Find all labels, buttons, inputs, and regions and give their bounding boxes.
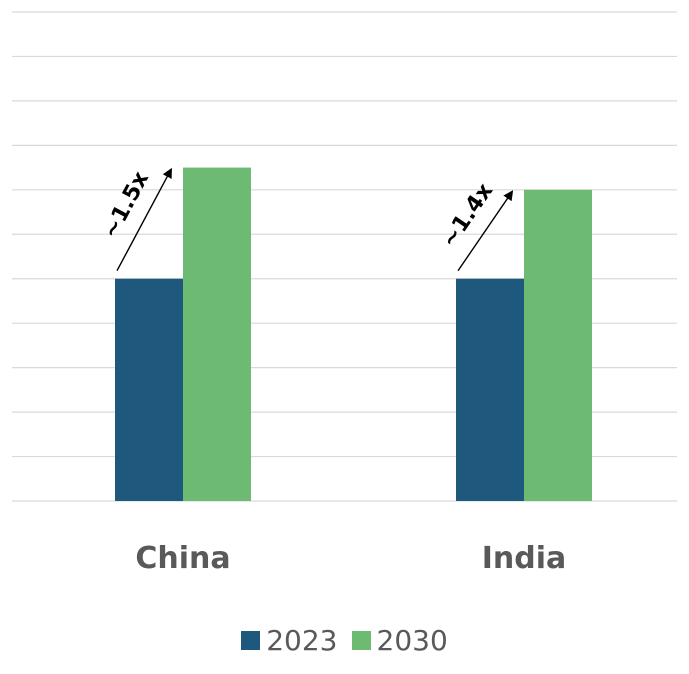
legend-item-2030: 2030 <box>351 624 448 657</box>
category-axis-labels: China India <box>135 541 566 576</box>
bars <box>115 167 592 501</box>
bar-india-2030 <box>524 189 592 501</box>
bar-india-2023 <box>456 278 524 501</box>
bar-china-2030 <box>183 167 251 501</box>
chart-plot: ~1.5x ~1.4x China India <box>12 11 677 576</box>
legend: 2023 2030 <box>0 624 689 657</box>
growth-arrow-india <box>457 190 514 272</box>
growth-label-china: ~1.5x <box>98 168 154 243</box>
growth-arrow-china <box>116 167 172 272</box>
legend-item-2023: 2023 <box>241 624 338 657</box>
legend-label-2030: 2030 <box>376 624 448 657</box>
legend-swatch-2023 <box>241 631 261 650</box>
tick-label-india: India <box>482 541 567 576</box>
growth-annotations: ~1.5x ~1.4x <box>98 167 514 272</box>
bar-china-2023 <box>115 278 183 501</box>
legend-swatch-2030 <box>351 631 371 650</box>
tick-label-china: China <box>135 541 230 576</box>
legend-label-2023: 2023 <box>266 624 338 657</box>
